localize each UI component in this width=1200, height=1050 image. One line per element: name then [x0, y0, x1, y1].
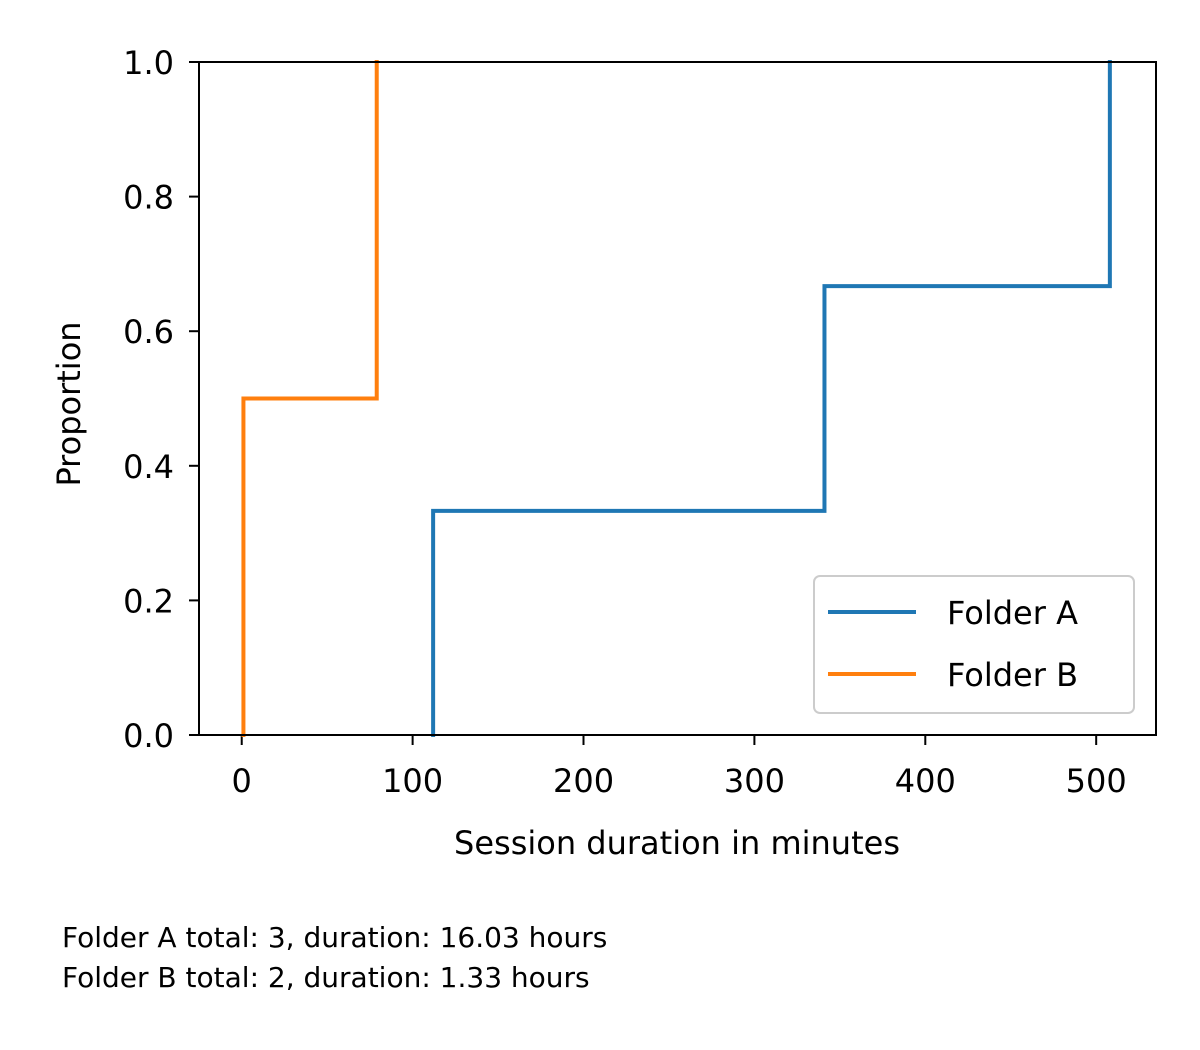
y-axis-label: Proportion: [50, 321, 88, 486]
x-axis-label: Session duration in minutes: [454, 824, 900, 862]
y-tick-label: 0.4: [123, 448, 174, 486]
y-tick-label: 0.2: [123, 582, 174, 620]
y-tick-label: 0.8: [123, 179, 174, 217]
summary-footer: Folder A total: 3, duration: 16.03 hours…: [62, 918, 607, 998]
x-tick-label: 0: [232, 762, 252, 800]
series-line-folder-a: [431, 60, 1112, 737]
y-tick-label: 0.0: [123, 717, 174, 755]
x-tick-label: 500: [1066, 762, 1127, 800]
x-tick-label: 100: [382, 762, 443, 800]
x-axis-ticks: 0 100 200 300 400 500: [232, 735, 1127, 800]
legend-label: Folder B: [947, 656, 1078, 694]
ecdf-chart: 0 100 200 300 400 500 0.0 0.2 0.4 0.6 0.8 1.0 Sess…: [50, 44, 1157, 862]
y-tick-label: 1.0: [123, 44, 174, 82]
legend: Folder A Folder B: [813, 575, 1135, 714]
footer-folder-a-summary: Folder A total: 3, duration: 16.03 hours: [62, 921, 608, 954]
plot-frame: [198, 61, 1157, 736]
x-tick-label: 200: [553, 762, 614, 800]
series-layer: [241, 60, 1112, 737]
legend-label: Folder A: [947, 594, 1078, 632]
y-axis-ticks: 0.0 0.2 0.4 0.6 0.8 1.0: [123, 44, 199, 755]
x-tick-label: 300: [724, 762, 785, 800]
footer-folder-b-summary: Folder B total: 2, duration: 1.33 hours: [62, 961, 590, 994]
y-tick-label: 0.6: [123, 313, 174, 351]
series-line-folder-b: [241, 60, 379, 737]
x-tick-label: 400: [895, 762, 956, 800]
